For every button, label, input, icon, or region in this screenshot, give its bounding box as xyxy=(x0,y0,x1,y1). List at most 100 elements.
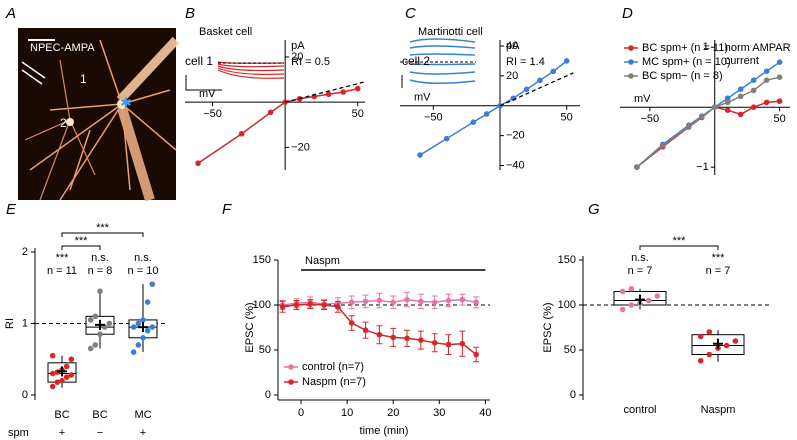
x-axis-label: mV xyxy=(414,92,431,104)
data-point xyxy=(445,297,452,304)
y-tick-label: 2 xyxy=(22,246,28,258)
inset-traces xyxy=(185,38,476,91)
y-tick-label: −1 xyxy=(696,161,709,173)
data-point xyxy=(149,324,156,330)
iv-line xyxy=(636,61,781,168)
y-tick-label: 150 xyxy=(558,254,576,266)
y-tick-label: 1 xyxy=(22,317,28,329)
y-axis-label: RI xyxy=(4,318,16,329)
y-axis-label: EPSC (%) xyxy=(244,302,256,352)
mean-marker xyxy=(635,294,645,305)
x-tick-label: −50 xyxy=(641,113,660,125)
data-point xyxy=(97,288,103,295)
data-point xyxy=(335,304,341,310)
category-label: control xyxy=(623,404,656,416)
n-label: n = 7 xyxy=(706,265,731,277)
data-point xyxy=(473,351,479,358)
panel-letter: G xyxy=(588,201,600,218)
data-point xyxy=(628,286,635,292)
mean-marker xyxy=(57,366,67,377)
data-point xyxy=(697,358,704,364)
bracket xyxy=(639,245,719,250)
data-point xyxy=(54,379,61,385)
panel-letter: A xyxy=(5,5,16,22)
data-point xyxy=(404,335,410,342)
significance: n.s. xyxy=(631,252,649,264)
legend-dot xyxy=(288,364,294,370)
panel-letter: E xyxy=(6,201,17,218)
iv-line xyxy=(197,87,358,164)
y-axis-label: pA xyxy=(506,40,520,52)
x-tick-label: 50 xyxy=(352,108,364,120)
y-tick-label: 100 xyxy=(253,299,271,311)
x-tick-label: 20 xyxy=(387,407,399,419)
data-point xyxy=(376,331,383,338)
data-point xyxy=(59,377,65,384)
data-point xyxy=(523,86,530,93)
y-tick-label: −20 xyxy=(506,130,525,142)
x-tick-label: 50 xyxy=(561,112,573,124)
inset-title: Basket cell xyxy=(199,26,252,38)
category-label: Naspm xyxy=(701,404,736,416)
data-point xyxy=(63,374,70,380)
data-point xyxy=(724,99,731,106)
x-tick-label: 30 xyxy=(433,407,445,419)
data-point xyxy=(459,340,466,347)
legend-dot xyxy=(628,45,634,51)
legend-dot xyxy=(288,379,294,385)
data-point xyxy=(149,281,156,287)
x-tick-label: 0 xyxy=(298,407,304,419)
data-point xyxy=(97,331,103,338)
data-point xyxy=(49,370,56,377)
y-tick-label: 1 xyxy=(703,41,709,53)
data-point xyxy=(431,340,438,346)
data-point xyxy=(68,356,75,363)
data-point xyxy=(390,299,397,306)
category-label: BC xyxy=(92,409,107,421)
data-point xyxy=(724,95,731,101)
data-point xyxy=(92,342,99,348)
data-point xyxy=(698,114,705,120)
data-point xyxy=(49,352,56,359)
mean-marker xyxy=(95,319,105,330)
x-axis-label: mV xyxy=(634,93,651,105)
y-tick-label: 100 xyxy=(558,299,576,311)
data-point xyxy=(483,111,490,117)
data-point xyxy=(362,298,369,305)
data-point xyxy=(417,152,423,158)
data-point xyxy=(87,317,94,323)
fit-line xyxy=(499,72,574,107)
y-tick-label: 20 xyxy=(506,70,518,82)
legend-dot xyxy=(628,73,634,79)
y-tick-label: 50 xyxy=(564,344,576,356)
data-point xyxy=(376,297,383,304)
data-point xyxy=(390,334,397,341)
x-tick-label: 40 xyxy=(479,407,491,419)
data-point xyxy=(550,68,557,75)
x-tick-label: −50 xyxy=(203,108,222,120)
row-label: spm xyxy=(8,427,29,439)
y-tick-label: −20 xyxy=(291,141,310,153)
data-point xyxy=(325,91,332,98)
cell-label: cell 2 xyxy=(402,54,430,68)
data-point xyxy=(321,302,327,308)
n-label: n = 7 xyxy=(628,265,653,277)
data-point xyxy=(654,293,661,299)
data-point xyxy=(697,333,704,340)
y-tick-label: 0 xyxy=(570,389,576,401)
row-value: − xyxy=(97,427,103,439)
annotation: RI = 1.4 xyxy=(506,56,545,68)
n-label: n = 8 xyxy=(88,265,113,277)
panel-letter: C xyxy=(405,5,416,22)
panel-letter: B xyxy=(185,5,195,22)
cell-label: cell 1 xyxy=(185,54,213,68)
data-point xyxy=(776,98,783,104)
y-tick-label: 0 xyxy=(265,389,271,401)
data-point xyxy=(279,304,286,310)
legend-label: MC spm+ (n = 10) xyxy=(642,56,731,68)
data-point xyxy=(732,338,739,344)
y-axis-label: norm AMPAR xyxy=(725,42,791,54)
annotation: RI = 0.5 xyxy=(291,56,330,68)
data-point xyxy=(130,324,137,330)
